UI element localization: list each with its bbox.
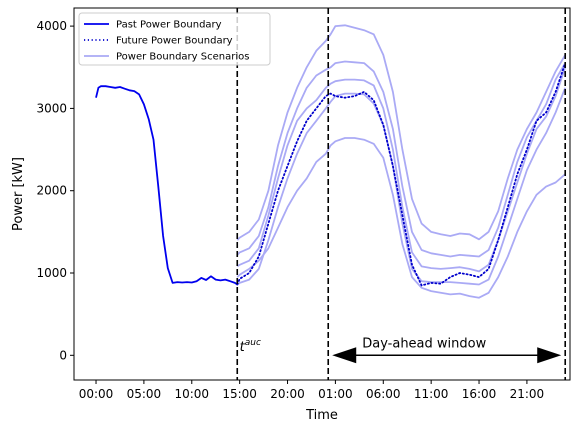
y-tick-label: 3000 xyxy=(36,101,67,115)
scenario-lines xyxy=(236,24,567,299)
legend-box xyxy=(78,12,271,66)
window-arrow-left-head xyxy=(332,347,357,364)
scenario-line-5 xyxy=(236,137,566,299)
x-tick-label: 21:00 xyxy=(510,387,545,401)
x-tick-label: 10:00 xyxy=(174,387,209,401)
x-tick-label: 01:00 xyxy=(318,387,353,401)
x-tick-label: 16:00 xyxy=(462,387,497,401)
past-power-line xyxy=(95,85,238,286)
x-tick-label: 06:00 xyxy=(366,387,401,401)
future-power-line xyxy=(236,62,567,287)
x-axis-ticks: 00:00 05:00 10:00 15:00 20:00 01:00 06:00 11:00… xyxy=(79,380,544,401)
vertical-markers xyxy=(236,8,567,380)
y-tick-label: 4000 xyxy=(36,19,67,33)
y-tick-label: 0 xyxy=(59,348,67,362)
legend-label-scenarios: Power Boundary Scenarios xyxy=(116,52,249,63)
x-tick-label: 11:00 xyxy=(414,387,449,401)
legend-label-past: Past Power Boundary xyxy=(116,20,222,31)
day-ahead-window-label: Day-ahead window xyxy=(362,336,486,351)
x-tick-label: 00:00 xyxy=(79,387,114,401)
scenario-line-1 xyxy=(236,24,566,241)
y-axis-label: Power [kW] xyxy=(11,157,26,231)
x-tick-label: 15:00 xyxy=(222,387,257,401)
x-tick-label: 05:00 xyxy=(127,387,162,401)
x-axis-label: Time xyxy=(305,408,338,423)
y-tick-label: 1000 xyxy=(36,266,67,280)
x-tick-label: 20:00 xyxy=(270,387,305,401)
series-lines xyxy=(95,62,567,287)
scenario-line-3 xyxy=(236,67,567,273)
annotations: tauc Day-ahead window xyxy=(240,336,562,364)
scenario-line-2 xyxy=(236,60,566,258)
plot-frame xyxy=(73,7,571,381)
legend-label-future: Future Power Boundary xyxy=(116,36,233,47)
tauc-label: tauc xyxy=(240,338,261,355)
chart-legend: Past Power Boundary Future Power Boundar… xyxy=(78,12,271,66)
y-axis-ticks: 0 1000 2000 3000 4000 xyxy=(36,19,74,362)
y-tick-label: 2000 xyxy=(36,184,67,198)
window-arrow-right-head xyxy=(537,347,562,364)
